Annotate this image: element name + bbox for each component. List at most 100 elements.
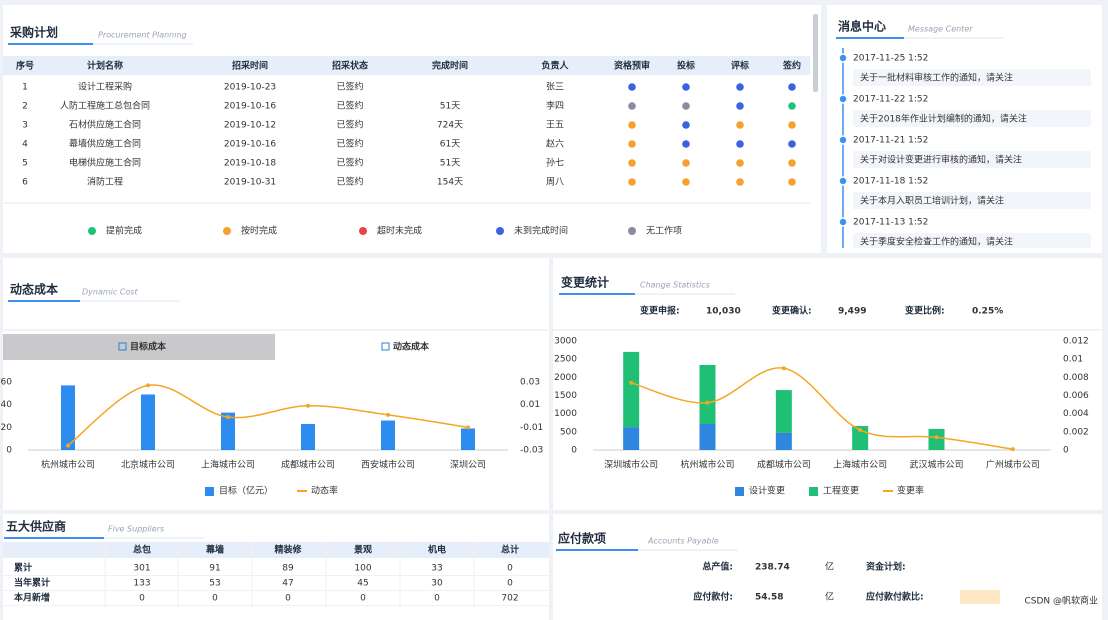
y-tick-label: 60 — [1, 378, 13, 388]
panel-subtitle: Accounts Payable — [647, 537, 719, 546]
panel-title: 采购计划 — [9, 25, 58, 40]
bar — [699, 424, 716, 450]
bar — [775, 432, 792, 450]
message-box — [853, 69, 1091, 86]
table-cell: 2019-10-16 — [224, 140, 277, 150]
y-tick-label: 0 — [571, 446, 577, 456]
line-point — [629, 380, 634, 385]
status-dot — [628, 178, 636, 186]
tab[interactable] — [3, 334, 275, 360]
table-cell: 0 — [285, 594, 291, 604]
table-cell: 已签约 — [336, 176, 363, 188]
line-point — [1010, 447, 1015, 452]
y2-tick-label: -0.03 — [520, 446, 543, 456]
message-text: 关于本月入职员工培训计划，请关注 — [860, 195, 1004, 207]
table-cell: 已签约 — [336, 81, 363, 93]
table-cell: 0 — [360, 594, 366, 604]
panel — [553, 514, 1102, 620]
stat-label: 变更比例: — [905, 305, 945, 317]
panel-subtitle: Five Suppliers — [108, 525, 164, 534]
message-box — [853, 151, 1091, 168]
table-cell: 53 — [209, 579, 220, 589]
message-text: 关于对设计变更进行审核的通知，请关注 — [860, 154, 1022, 166]
line-point — [705, 400, 710, 405]
status-dot — [736, 121, 744, 129]
column-header: 招采状态 — [332, 60, 368, 72]
row-label: 当年累计 — [14, 577, 50, 589]
column-header: 完成时间 — [432, 60, 468, 72]
x-tick-label: 西安城市公司 — [361, 459, 415, 471]
table-header — [3, 56, 810, 75]
line-point — [934, 435, 939, 440]
timeline-node — [838, 217, 848, 227]
message-list: 2017-11-25 1:52 关于一批材料审核工作的通知，请关注 2017-11-… — [838, 53, 1091, 248]
scrollbar[interactable] — [813, 14, 818, 92]
table-cell: 154天 — [437, 178, 463, 188]
stat-label: 变更申报: — [640, 305, 680, 317]
panel-title: 变更统计 — [561, 275, 609, 290]
table-cell: 61天 — [440, 140, 460, 150]
stat-value: 9,499 — [838, 307, 866, 317]
panel — [553, 258, 1102, 510]
column-header: 招采时间 — [232, 60, 268, 72]
column-header: 总计 — [501, 544, 519, 556]
table-cell: 51天 — [440, 159, 460, 169]
table-cell: 3 — [22, 121, 28, 131]
column-header: 签约 — [782, 60, 801, 72]
x-tick-label: 武汉城市公司 — [909, 459, 963, 471]
table-cell: 孙七 — [546, 157, 564, 169]
column-header: 幕墙 — [205, 544, 224, 556]
status-dot — [788, 140, 796, 148]
column-header: 投标 — [677, 60, 695, 72]
legend-dot — [628, 227, 636, 235]
legend-label: 按时完成 — [241, 225, 277, 237]
status-dot — [788, 159, 796, 167]
table-cell: 4 — [22, 140, 28, 150]
table-cell: 100 — [354, 564, 371, 574]
table-cell: 45 — [357, 579, 368, 589]
legend-label: 动态率 — [311, 485, 338, 497]
x-tick-label: 上海城市公司 — [833, 459, 887, 471]
table-cell: 设计工程采购 — [78, 81, 132, 93]
status-dot — [736, 140, 744, 148]
table-cell: 724天 — [437, 121, 463, 131]
column-header: 总包 — [133, 544, 151, 556]
legend-label: 工程变更 — [823, 485, 859, 497]
tab-icon — [381, 342, 390, 351]
y2-tick-label: 0.004 — [1063, 409, 1089, 419]
bar — [623, 427, 640, 450]
status-dot — [682, 159, 690, 167]
table-cell: 2019-10-18 — [224, 159, 277, 169]
message-time: 2017-11-22 1:52 — [853, 95, 928, 105]
payable-value: 238.74 — [755, 563, 790, 573]
line-point — [466, 425, 470, 430]
tab[interactable] — [275, 334, 547, 360]
line-point — [226, 415, 230, 420]
panel — [3, 5, 821, 253]
y2-tick-label: -0.01 — [520, 423, 543, 433]
obscured-value — [960, 590, 1000, 604]
table-cell: 2019-10-16 — [224, 102, 277, 112]
row-label: 本月新增 — [14, 592, 50, 604]
y2-tick-label: 0.006 — [1063, 391, 1089, 401]
table-cell: 51天 — [440, 102, 460, 112]
table-cell: 已签约 — [336, 119, 363, 131]
legend-dot — [88, 227, 96, 235]
payable-label: 应付款付: — [693, 591, 733, 603]
status-dot — [736, 83, 744, 91]
status-dot — [736, 159, 744, 167]
y2-tick-label: 0 — [1063, 446, 1069, 456]
status-dot — [628, 102, 636, 110]
status-dot — [628, 121, 636, 129]
bar — [928, 428, 945, 450]
panel — [827, 5, 1102, 253]
table-cell: 30 — [431, 579, 443, 589]
column-header: 负责人 — [541, 60, 569, 72]
table-cell: 消防工程 — [87, 176, 123, 188]
panel — [3, 514, 549, 620]
line-point — [146, 383, 150, 388]
table-cell: 石材供应施工合同 — [69, 119, 141, 131]
bar — [301, 423, 315, 450]
